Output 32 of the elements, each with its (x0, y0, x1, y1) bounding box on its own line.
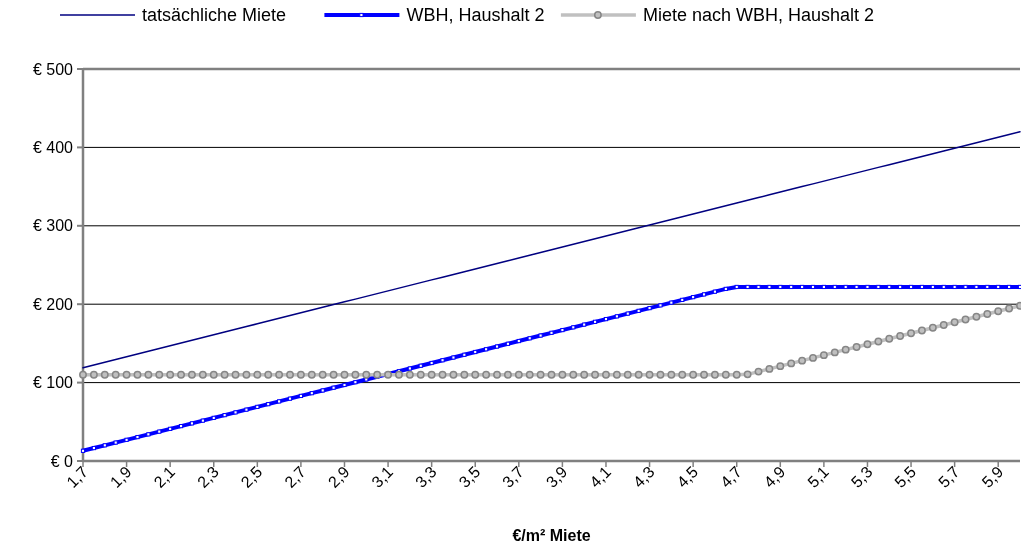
x-tick-label: 4,5 (673, 463, 702, 491)
x-tick-label: 5,7 (935, 463, 963, 491)
x-tick-label: 4,9 (760, 463, 789, 491)
x-tick-label: 4,1 (586, 463, 615, 491)
x-tick-label: 5,3 (847, 463, 876, 491)
x-tick-label: 5,1 (804, 463, 833, 491)
x-tick-label: 4,7 (717, 463, 745, 491)
x-tick-label: 2,3 (194, 463, 222, 491)
legend-label: WBH, Haushalt 2 (406, 5, 545, 26)
x-tick-label: 2,1 (150, 463, 179, 491)
x-tick-label: 3,7 (499, 463, 527, 491)
x-tick-label: 2,5 (237, 463, 266, 491)
x-tick-label: 3,5 (455, 463, 484, 491)
legend-label: Miete nach WBH, Haushalt 2 (642, 5, 875, 26)
x-tick-label: 3,1 (368, 463, 397, 491)
x-tick-label: 3,3 (412, 463, 440, 491)
x-tick-label: 2,9 (324, 463, 353, 491)
line-series (82, 130, 1021, 369)
x-tick-label: 4,3 (629, 463, 658, 491)
x-tick-label: 5,5 (891, 463, 920, 491)
y-tick-label: € 500 (32, 60, 74, 78)
x-tick-label: 5,9 (978, 463, 1007, 491)
legend-label: tatsächliche Miete (142, 5, 287, 26)
x-tick-label: 3,9 (542, 463, 571, 491)
y-tick-label: € 200 (32, 295, 74, 313)
y-tick-label: € 0 (50, 452, 74, 470)
y-tick-label: € 100 (32, 374, 74, 392)
x-tick-label: 2,7 (281, 463, 310, 491)
y-tick-label: € 300 (32, 217, 74, 235)
y-tick-label: € 400 (32, 139, 74, 156)
x-axis-title: €/m² Miete (512, 527, 591, 544)
x-tick-label: 1,9 (106, 463, 135, 491)
